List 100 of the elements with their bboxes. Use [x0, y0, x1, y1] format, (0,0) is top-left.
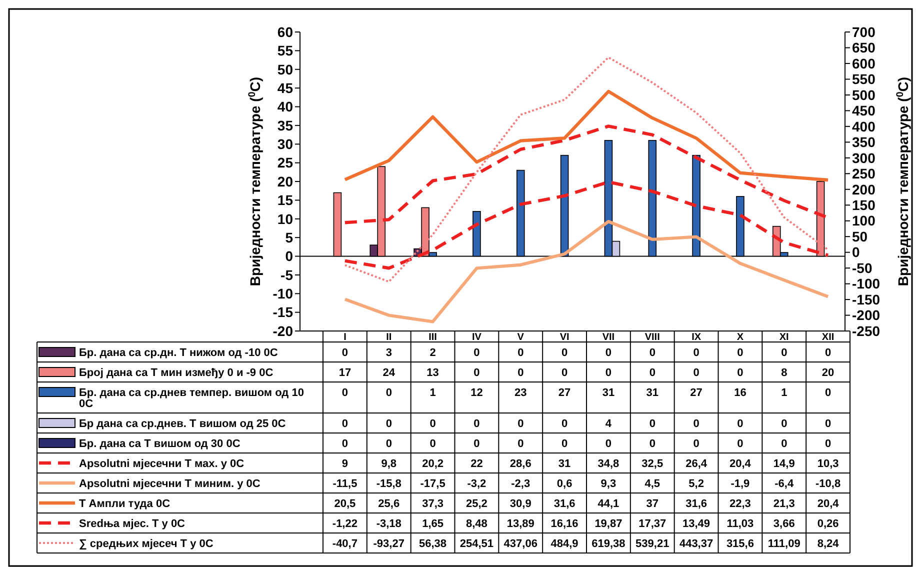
y2-tick-label: 100: [852, 212, 876, 229]
data-label: 4: [605, 418, 612, 430]
y2-tick-label: 200: [852, 181, 876, 198]
data-label: -10,8: [816, 478, 841, 490]
data-label: -93,27: [373, 538, 404, 550]
legend-label: Бр. дана са ср.днев темпер. вишом од 10 0С: [79, 387, 304, 410]
x-tick-label: IX: [692, 332, 702, 343]
y-tick-label: 45: [277, 80, 294, 96]
data-label: 0: [605, 438, 612, 450]
data-label: 443,37: [679, 538, 714, 550]
data-label: 0: [693, 418, 700, 430]
y2-tick-label: -50: [852, 260, 872, 276]
data-label: 20,4: [729, 458, 752, 470]
y-tick-label: 10: [277, 210, 294, 227]
data-label: 3,66: [773, 518, 795, 530]
y-tick-label: 60: [277, 24, 294, 40]
y2-tick-label: 350: [852, 134, 876, 150]
data-label: 31: [602, 387, 615, 399]
data-label: 21,3: [773, 498, 795, 510]
data-label: 3: [386, 347, 392, 359]
data-label: 1,65: [422, 518, 444, 530]
data-label: 9: [342, 458, 348, 470]
data-label: -11,5: [332, 478, 358, 490]
data-label: 0: [474, 438, 480, 450]
legend-label: Број дана са Т мин између 0 и -9 0С: [79, 367, 274, 379]
data-label: -1,9: [730, 478, 750, 490]
legend-label: Sredња мјес. Т у 0С: [79, 518, 186, 530]
data-label: 22,3: [729, 498, 751, 510]
x-tick-label: VI: [560, 332, 570, 343]
data-label: 0: [561, 347, 568, 359]
data-label: 0: [649, 367, 656, 379]
data-label: 8,48: [466, 518, 488, 530]
data-label: 437,06: [504, 538, 538, 550]
data-label: 0: [649, 438, 656, 450]
data-label: 0: [649, 347, 656, 359]
y2-tick-label: 550: [852, 71, 876, 88]
data-label: 31: [646, 387, 658, 399]
data-label: 44,1: [598, 498, 620, 510]
data-label: 0: [737, 347, 744, 359]
data-label: 22: [470, 458, 483, 470]
x-tick-label: VIII: [644, 332, 660, 343]
y-tick-label: -20: [272, 322, 294, 339]
data-label: 0,6: [556, 478, 572, 490]
line-series: [343, 180, 830, 270]
legend-label: Apsolutni мјесечни Т миним. у 0С: [79, 478, 260, 490]
data-label: 20,5: [334, 498, 356, 510]
data-label: 25,6: [378, 498, 400, 510]
y2-tick-label: 400: [852, 118, 876, 134]
data-label: -6,4: [774, 478, 794, 490]
y2-tick-label: 300: [852, 150, 876, 166]
data-label: 0: [342, 387, 348, 399]
data-label: 28,6: [510, 458, 532, 470]
line-series: [343, 90, 830, 182]
data-label: 0: [561, 418, 568, 430]
legend-label: ∑ средњих мјесеч Т у 0С: [79, 538, 214, 550]
data-label: -17,5: [420, 478, 446, 490]
data-label: -40,7: [332, 538, 358, 550]
data-label: 0: [518, 367, 524, 379]
x-tick-label: IV: [472, 332, 482, 343]
legend-label: Apsolutni мјесечни Т мах. у 0С: [79, 458, 244, 470]
data-label: 0: [561, 438, 568, 450]
x-tick-label: III: [428, 332, 438, 343]
data-label: 4,5: [644, 478, 660, 490]
y2-tick-label: 50: [852, 228, 868, 244]
data-label: 0: [649, 418, 656, 430]
data-label: 539,21: [636, 538, 670, 550]
data-label: 0: [824, 438, 832, 450]
data-label: 37: [646, 498, 658, 510]
data-label: 1: [430, 387, 436, 399]
data-label: -3,2: [467, 478, 486, 490]
y-tick-label: 20: [277, 173, 294, 190]
data-label: 0: [386, 418, 392, 430]
data-label: 254,51: [460, 538, 494, 550]
data-label: 37,3: [422, 498, 444, 510]
data-label: 30,9: [510, 498, 532, 510]
data-label: 0: [605, 347, 612, 359]
data-label: 16: [734, 387, 746, 399]
y2-tick-label: 700: [852, 24, 876, 40]
data-label: 0: [474, 418, 480, 430]
data-label: 0: [518, 438, 524, 450]
legend-label: Бр. дана са ср.дн. Т нижом од -10 0С: [79, 347, 278, 359]
x-tick-label: V: [517, 332, 524, 343]
y2-tick-label: 450: [852, 102, 876, 119]
data-label: 9,8: [381, 458, 397, 470]
line-series: [344, 56, 830, 283]
y-tick-label: 55: [277, 42, 294, 59]
data-label: 17,37: [638, 518, 666, 530]
y-tick-label: 30: [277, 136, 294, 152]
line-series: [343, 220, 830, 324]
data-label: -2,3: [511, 478, 530, 490]
data-label: 0: [824, 347, 832, 359]
data-label: 2: [430, 347, 436, 359]
data-label: 20: [822, 367, 834, 379]
y-tick-label: 40: [277, 98, 294, 115]
y2-tick-label: -100: [852, 276, 880, 292]
y2-tick-label: -250: [852, 322, 880, 339]
data-label: 25,2: [466, 498, 488, 510]
x-tick-label: X: [736, 332, 744, 343]
data-label: 0: [386, 387, 392, 399]
y2-tick-label: -200: [852, 307, 880, 324]
